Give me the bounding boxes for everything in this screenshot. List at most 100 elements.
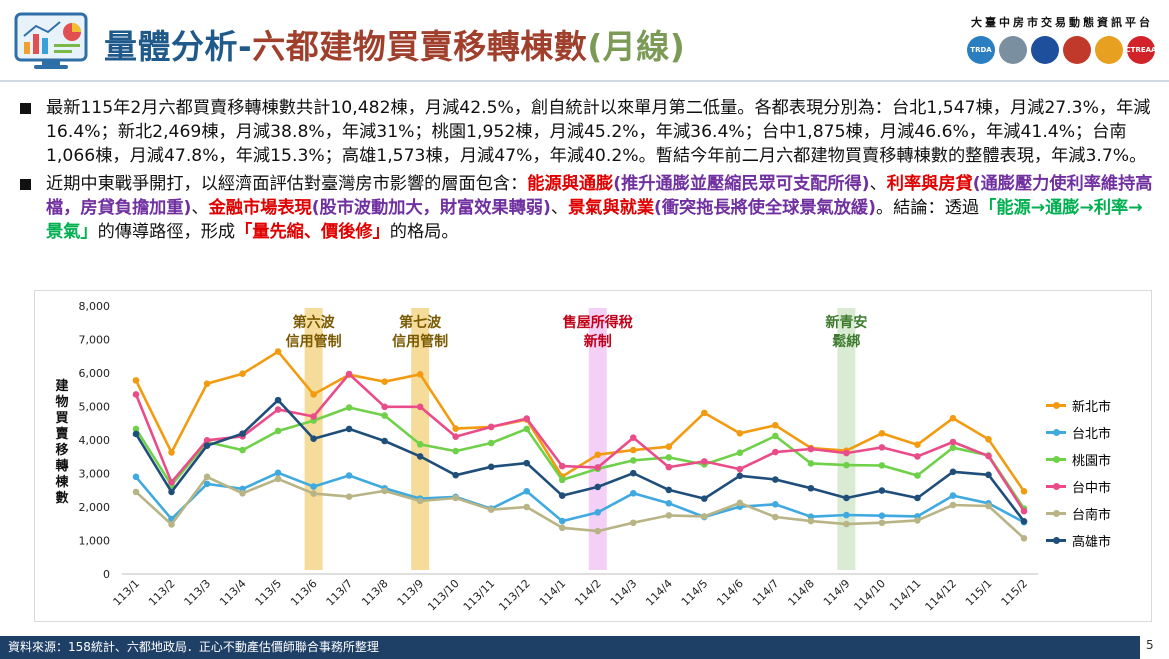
x-tick-label: 113/2 <box>146 577 178 609</box>
conclusion-end: 的格局。 <box>389 222 459 242</box>
data-point <box>594 527 602 535</box>
data-point <box>132 473 140 481</box>
org-name: 大臺中房市交易動態資訊平台 <box>971 16 1153 29</box>
data-point <box>985 471 992 479</box>
data-point <box>203 473 211 481</box>
x-tick-label: 114/10 <box>851 577 888 614</box>
data-point <box>487 506 495 513</box>
data-point <box>843 520 850 528</box>
data-point <box>1020 518 1028 525</box>
data-point <box>949 468 957 476</box>
data-point <box>949 501 957 509</box>
data-point <box>310 490 317 497</box>
data-point <box>1020 507 1028 515</box>
data-point <box>949 438 957 446</box>
data-point <box>914 494 921 502</box>
legend-swatch <box>1046 509 1066 517</box>
data-point <box>487 423 495 431</box>
data-point <box>558 476 566 484</box>
annotation-band <box>411 308 430 570</box>
data-point <box>736 499 744 507</box>
data-point <box>381 487 388 495</box>
data-point <box>701 409 708 417</box>
x-tick-label: 113/4 <box>217 577 249 609</box>
x-tick-label: 114/8 <box>785 577 817 609</box>
bullet-square-icon <box>20 103 31 114</box>
data-point <box>629 469 637 477</box>
data-point <box>949 492 957 499</box>
x-tick-label: 114/2 <box>572 577 604 609</box>
y-tick-label: 3,000 <box>79 468 111 481</box>
keyword-economy-employment: 景氣與就業 <box>568 198 655 218</box>
data-point <box>452 433 459 440</box>
conclusion-lead: 。結論：透過 <box>875 198 980 218</box>
title-prefix: 量體分析- <box>104 27 253 66</box>
data-point <box>701 513 708 520</box>
data-point <box>168 478 175 486</box>
x-tick-label: 113/5 <box>253 577 285 609</box>
data-point <box>665 443 673 451</box>
data-point <box>523 415 531 422</box>
series-line-2 <box>134 406 1026 510</box>
x-tick-label: 113/12 <box>496 577 533 614</box>
analytics-logo-icon <box>14 12 88 70</box>
legend-item: 台北市 <box>1046 419 1111 446</box>
legend-swatch <box>1046 536 1066 544</box>
annotation-label: 信用管制 <box>392 333 448 350</box>
data-point <box>274 475 282 483</box>
data-point <box>310 435 317 442</box>
data-point <box>558 462 566 470</box>
bullet-1-text: 最新115年2月六都買賣移轉棟數共計10,482棟，月減42.5%，創自統計以來… <box>46 98 1151 166</box>
x-tick-label: 115/1 <box>963 577 995 609</box>
x-tick-label: 113/8 <box>359 577 391 609</box>
x-tick-label: 113/9 <box>395 577 427 609</box>
data-point <box>949 414 957 422</box>
data-point <box>701 495 708 502</box>
data-point <box>310 391 317 398</box>
legend-item: 台南市 <box>1046 500 1111 527</box>
data-point <box>345 425 353 433</box>
data-point <box>701 458 708 465</box>
data-point <box>594 464 602 471</box>
legend-item: 高雄市 <box>1046 527 1111 554</box>
data-point <box>203 480 211 488</box>
data-point <box>381 437 388 445</box>
annotation-band <box>588 308 607 570</box>
y-tick-label: 0 <box>103 568 110 581</box>
data-point <box>523 503 531 511</box>
data-point <box>416 371 424 378</box>
annotation-label: 信用管制 <box>286 333 342 350</box>
note-energy: (推升通膨並壓縮民眾可支配所得) <box>613 174 870 194</box>
x-tick-label: 113/1 <box>111 577 143 609</box>
data-point <box>381 378 388 386</box>
data-point <box>132 377 140 384</box>
data-point <box>558 517 566 525</box>
data-point <box>239 446 246 454</box>
data-point <box>594 483 602 491</box>
series-line-0 <box>134 350 1026 493</box>
data-point <box>274 396 282 404</box>
y-axis-label-char: 數 <box>55 490 68 506</box>
note-economy: (衝突拖長將使全球景氣放緩) <box>654 198 876 218</box>
data-point <box>878 430 886 437</box>
bullet-1: 最新115年2月六都買賣移轉棟數共計10,482棟，月減42.5%，創自統計以來… <box>18 96 1158 168</box>
x-tick-label: 113/3 <box>182 577 214 609</box>
keyword-energy-inflation: 能源與通膨 <box>527 174 614 194</box>
x-tick-label: 114/9 <box>821 577 853 609</box>
data-point <box>132 391 140 398</box>
legend-swatch <box>1046 482 1066 490</box>
legend-swatch <box>1046 401 1066 409</box>
y-axis-label-char: 賣 <box>55 426 69 442</box>
data-point <box>914 441 921 448</box>
x-tick-label: 113/10 <box>425 577 462 614</box>
chart-legend: 新北市 台北市 桃園市 台中市 台南市 高雄市 <box>1046 392 1111 554</box>
data-point <box>239 370 246 377</box>
keyword-financial-market: 金融市場表現 <box>208 198 312 218</box>
data-point <box>878 444 886 451</box>
data-point <box>416 497 424 505</box>
conclusion-pattern: 「量先縮、價後修」 <box>235 222 390 242</box>
x-tick-label: 113/11 <box>461 577 498 614</box>
data-point <box>665 486 673 494</box>
data-point <box>878 462 886 469</box>
